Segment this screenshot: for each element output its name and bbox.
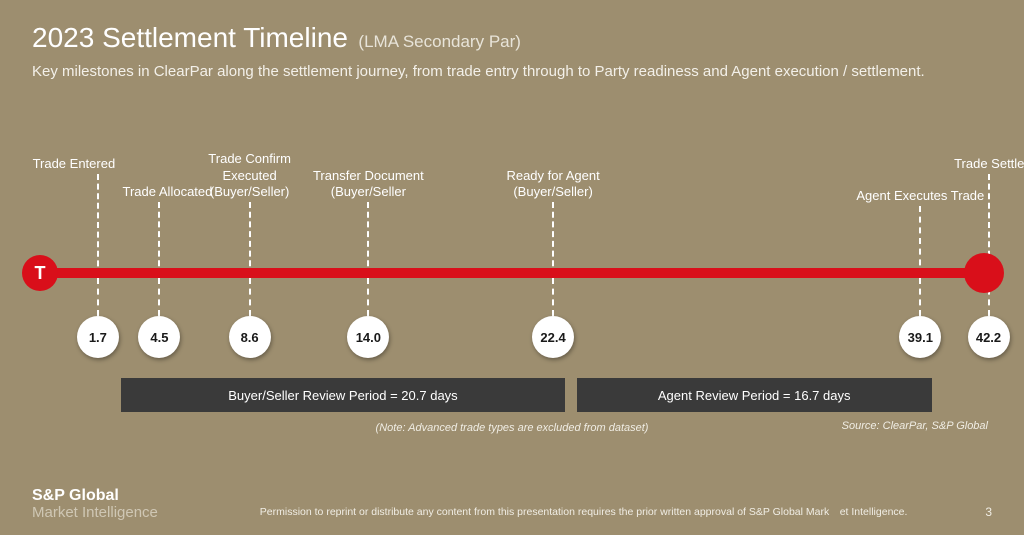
milestone-connector-up	[158, 202, 160, 276]
milestone-label: Trade Settles	[928, 156, 1024, 172]
milestone-label: Transfer Document (Buyer/Seller	[303, 168, 433, 201]
milestone-connector-up	[919, 206, 921, 276]
settlement-timeline: T Trade Entered1.7Trade Allocated4.5Trad…	[24, 140, 1000, 400]
page-number: 3	[985, 505, 992, 521]
review-period-box: Agent Review Period = 16.7 days	[577, 378, 932, 412]
timeline-end-cap	[964, 253, 1004, 293]
page-title-sub: (LMA Secondary Par)	[358, 32, 521, 51]
milestone-connector-up	[552, 202, 554, 276]
milestone-connector-up	[367, 202, 369, 276]
brand-name: S&P Global	[32, 488, 158, 505]
milestone-label: Trade Confirm Executed (Buyer/Seller)	[185, 151, 315, 200]
source-attribution: Source: ClearPar, S&P Global	[842, 420, 988, 432]
milestone-value: 1.7	[77, 316, 119, 358]
milestone-connector-down	[158, 278, 160, 316]
brand-subname: Market Intelligence	[32, 505, 158, 521]
milestone-connector-down	[919, 278, 921, 316]
milestone-label: Trade Entered	[9, 156, 139, 172]
milestone-connector-up	[249, 202, 251, 276]
milestone-connector-down	[367, 278, 369, 316]
milestone-connector-down	[97, 278, 99, 316]
timeline-start-cap: T	[22, 255, 58, 291]
milestone-label: Agent Executes Trade	[855, 188, 985, 204]
milestone-value: 8.6	[229, 316, 271, 358]
milestone-value: 14.0	[347, 316, 389, 358]
footer: S&P Global Market Intelligence Permissio…	[32, 488, 992, 521]
permission-text: Permission to reprint or distribute any …	[158, 504, 985, 521]
milestone-connector-down	[249, 278, 251, 316]
page-title: 2023 Settlement Timeline	[32, 22, 348, 53]
title-block: 2023 Settlement Timeline (LMA Secondary …	[32, 22, 992, 82]
milestone-connector-down	[552, 278, 554, 316]
brand-block: S&P Global Market Intelligence	[32, 488, 158, 521]
milestone-value: 4.5	[138, 316, 180, 358]
timeline-bar	[24, 268, 1000, 278]
review-period-box: Buyer/Seller Review Period = 20.7 days	[121, 378, 564, 412]
milestone-label: Ready for Agent (Buyer/Seller)	[488, 168, 618, 201]
milestone-value: 22.4	[532, 316, 574, 358]
milestone-connector-up	[97, 174, 99, 276]
milestone-value: 42.2	[968, 316, 1010, 358]
page-subtitle: Key milestones in ClearPar along the set…	[32, 62, 972, 82]
milestone-value: 39.1	[899, 316, 941, 358]
